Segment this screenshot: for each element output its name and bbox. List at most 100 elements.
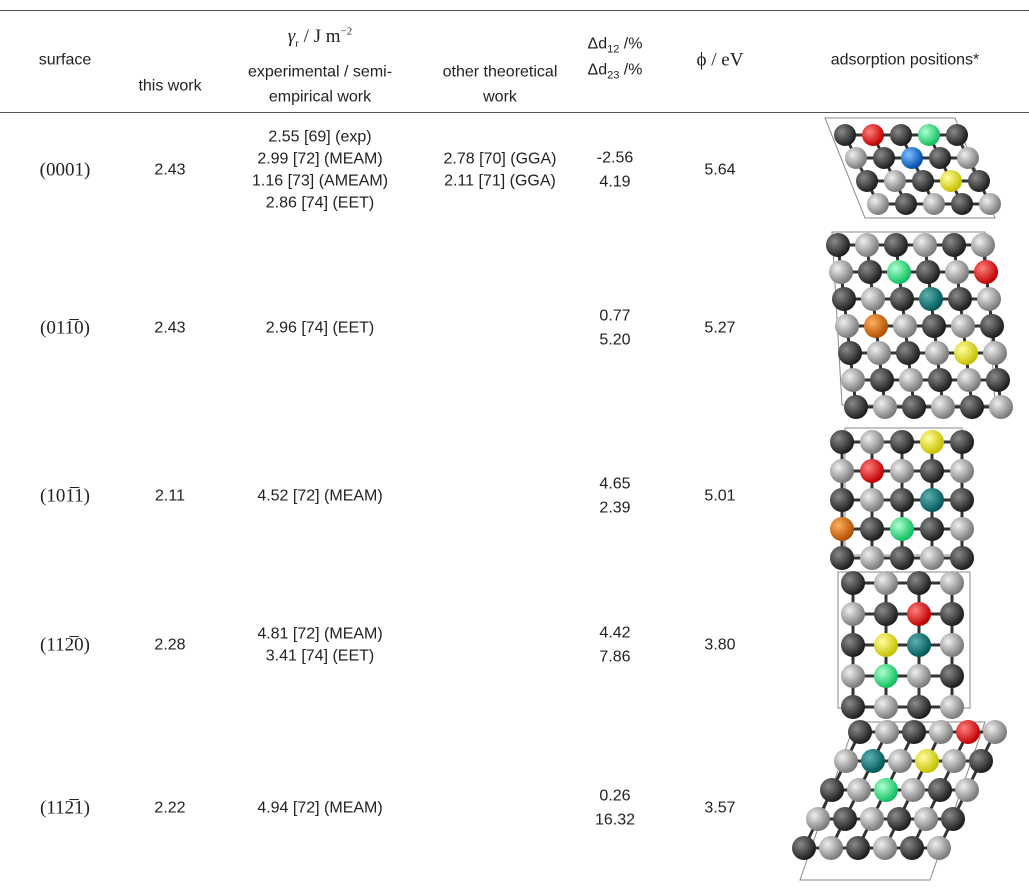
atom (860, 488, 884, 512)
atom (830, 459, 854, 483)
atom (874, 664, 898, 688)
atom (873, 395, 897, 419)
atom (980, 314, 1004, 338)
phi-cell: 5.27 (704, 316, 735, 341)
atom (893, 314, 917, 338)
atom (920, 546, 944, 570)
surface-cell: (0001) (40, 158, 91, 183)
atom (907, 695, 931, 719)
atom (861, 749, 885, 773)
atom (834, 124, 856, 146)
atom (846, 836, 870, 860)
atom (884, 170, 906, 192)
phi-cell: 3.80 (704, 633, 735, 658)
atom (983, 341, 1007, 365)
atom (920, 430, 944, 454)
atom (896, 341, 920, 365)
atom (873, 836, 897, 860)
dd23-cell: 4.19 (599, 170, 630, 195)
atom (890, 488, 914, 512)
atom (912, 170, 934, 192)
atom (950, 430, 974, 454)
atom (951, 314, 975, 338)
atom (918, 124, 940, 146)
atom (890, 124, 912, 146)
atom (913, 233, 937, 257)
atom (940, 602, 964, 626)
atom (931, 395, 955, 419)
atom (862, 124, 884, 146)
atom (830, 546, 854, 570)
atom (923, 193, 945, 215)
atom (890, 546, 914, 570)
atom (860, 517, 884, 541)
dd12-cell: 0.77 (599, 304, 630, 329)
atom (915, 749, 939, 773)
atom (922, 314, 946, 338)
dd23-cell: 7.86 (599, 645, 630, 670)
atom (860, 546, 884, 570)
atom (832, 287, 856, 311)
atom (940, 695, 964, 719)
atom (920, 459, 944, 483)
atom (969, 749, 993, 773)
atom (956, 720, 980, 744)
atom (945, 260, 969, 284)
table-page: surface this work γr / J m−2 experimenta… (0, 0, 1029, 889)
atom (940, 633, 964, 657)
atom (888, 749, 912, 773)
atom (887, 260, 911, 284)
other-cell: 2.11 [71] (GGA) (444, 169, 556, 194)
atom (835, 314, 859, 338)
atom (841, 695, 865, 719)
dd12-cell: 4.65 (599, 472, 630, 497)
phi-cell: 5.01 (704, 484, 735, 509)
atom (907, 633, 931, 657)
atom (902, 395, 926, 419)
atom (914, 807, 938, 831)
atom (974, 260, 998, 284)
this-work-cell: 2.22 (154, 796, 185, 821)
atom (986, 368, 1010, 392)
atom (841, 664, 865, 688)
dd23-cell: 16.32 (595, 808, 635, 833)
atom (916, 260, 940, 284)
dd23-cell: 2.39 (599, 496, 630, 521)
surface-cell: (011̅0) (40, 316, 90, 341)
surface-cell: (112̅0) (40, 633, 90, 658)
atom (874, 695, 898, 719)
this-work-cell: 2.43 (154, 316, 185, 341)
dd12-cell: -2.56 (597, 146, 633, 171)
atom (957, 147, 979, 169)
atom (874, 602, 898, 626)
atom (983, 720, 1007, 744)
atom (927, 836, 951, 860)
atom (870, 368, 894, 392)
atom (867, 341, 891, 365)
atom (830, 430, 854, 454)
experimental-cell: 3.41 [74] (EET) (266, 644, 375, 669)
phi-cell: 3.57 (704, 796, 735, 821)
atom (901, 778, 925, 802)
atom (902, 720, 926, 744)
atom (928, 778, 952, 802)
atom (867, 193, 889, 215)
atom (890, 287, 914, 311)
atom (900, 836, 924, 860)
atom (946, 124, 968, 146)
atom (874, 633, 898, 657)
atom (925, 341, 949, 365)
atom (806, 807, 830, 831)
atom (887, 807, 911, 831)
atom (920, 488, 944, 512)
atom (860, 459, 884, 483)
experimental-cell: 2.96 [74] (EET) (266, 316, 375, 341)
atom (950, 459, 974, 483)
atom (907, 602, 931, 626)
atom (929, 147, 951, 169)
atom (950, 488, 974, 512)
atom (899, 368, 923, 392)
experimental-cell: 4.94 [72] (MEAM) (257, 796, 382, 821)
atom (847, 778, 871, 802)
atom (901, 147, 923, 169)
